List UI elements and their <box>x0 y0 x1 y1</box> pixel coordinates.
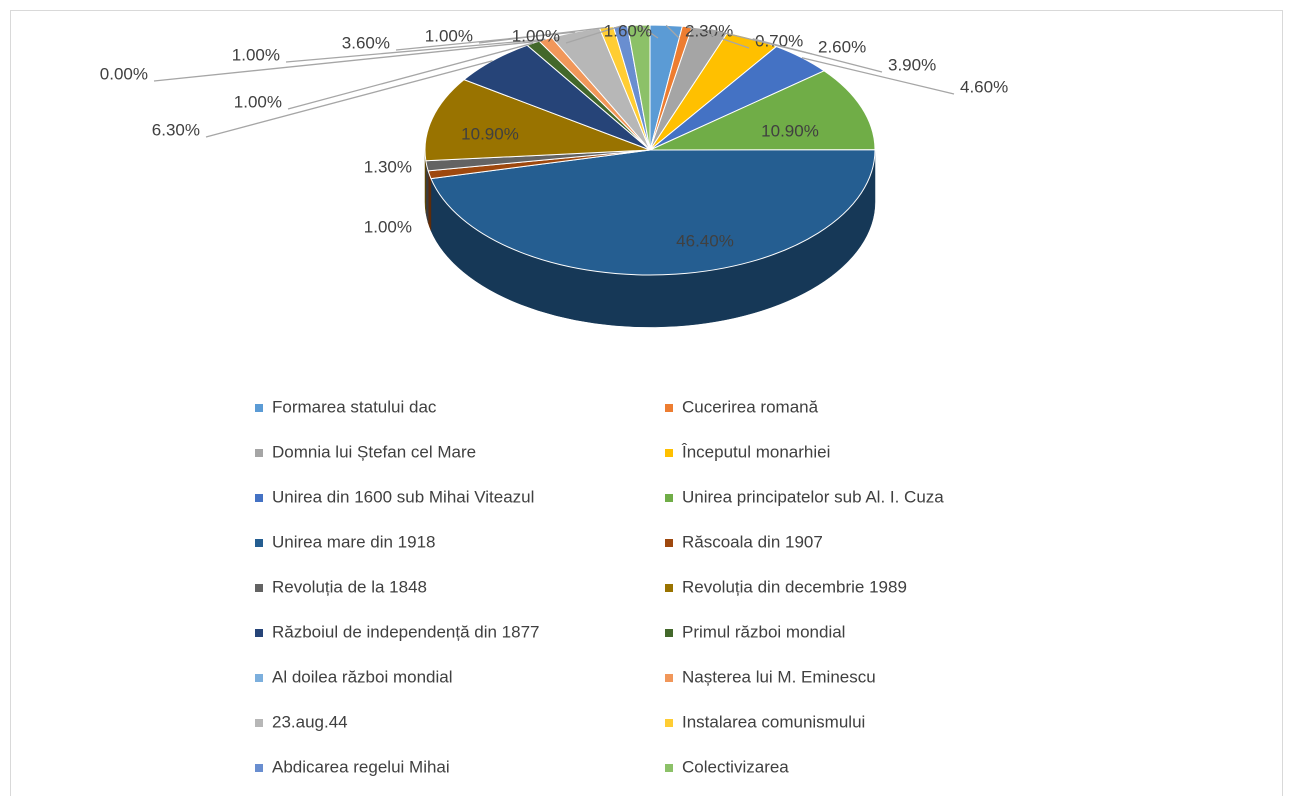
legend-label: Domnia lui Ștefan cel Mare <box>272 442 476 461</box>
data-label: 1.00% <box>364 217 412 236</box>
data-label: 1.00% <box>512 26 560 45</box>
data-label: 4.60% <box>960 77 1008 96</box>
data-label: 3.60% <box>342 33 390 52</box>
legend-label: Colectivizarea <box>682 757 789 776</box>
leader-line <box>665 24 680 39</box>
leader-line <box>565 25 621 44</box>
legend-label: Revoluția de la 1848 <box>272 577 427 596</box>
legend-swatch <box>665 764 673 772</box>
legend-label: Nașterea lui M. Eminescu <box>682 667 876 686</box>
legend-label: Unirea din 1600 sub Mihai Viteazul <box>272 487 534 506</box>
legend-swatch <box>255 494 263 502</box>
leader-line <box>687 26 750 49</box>
leader-line <box>638 24 659 39</box>
legend-swatch <box>255 449 263 457</box>
data-label: 10.90% <box>761 121 819 140</box>
leader-line <box>285 38 546 63</box>
legend-swatch <box>665 674 673 682</box>
leader-line <box>205 60 493 138</box>
legend-label: 23.aug.44 <box>272 712 348 731</box>
legend-swatch <box>665 584 673 592</box>
legend-swatch <box>255 674 263 682</box>
legend-swatch <box>255 404 263 412</box>
legend-label: Cucerirea romană <box>682 397 819 416</box>
legend-label: Unirea mare din 1918 <box>272 532 435 551</box>
legend-swatch <box>665 494 673 502</box>
legend-swatch <box>665 449 673 457</box>
data-label: 0.00% <box>100 64 148 83</box>
data-label: 1.60% <box>604 21 652 40</box>
data-label: 1.00% <box>232 45 280 64</box>
data-label: 10.90% <box>461 124 519 143</box>
legend-swatch <box>255 764 263 772</box>
legend-label: Răscoala din 1907 <box>682 532 823 551</box>
leader-line <box>801 57 955 95</box>
data-label: 2.30% <box>685 21 733 40</box>
data-label: 46.40% <box>676 231 734 250</box>
legend-label: Unirea principatelor sub Al. I. Cuza <box>682 487 944 506</box>
slice-side <box>427 170 432 231</box>
legend-label: Abdicarea regelui Mihai <box>272 757 450 776</box>
slice <box>430 149 876 276</box>
legend-label: Începutul monarhiei <box>681 442 830 461</box>
legend-swatch <box>665 404 673 412</box>
leader-line <box>153 40 540 82</box>
data-label: 3.90% <box>888 55 936 74</box>
legend-swatch <box>665 629 673 637</box>
legend-label: Formarea statului dac <box>272 397 437 416</box>
legend-label: Al doilea război mondial <box>272 667 453 686</box>
data-label: 2.60% <box>818 37 866 56</box>
slice <box>424 79 651 162</box>
data-label: 6.30% <box>152 120 200 139</box>
legend-swatch <box>665 539 673 547</box>
slice <box>649 70 876 151</box>
legend-label: Primul război mondial <box>682 622 845 641</box>
legend-swatch <box>665 719 673 727</box>
data-label: 1.00% <box>234 92 282 111</box>
legend-label: Războiul de independență din 1877 <box>272 622 540 641</box>
data-label: 1.30% <box>364 157 412 176</box>
legend-swatch <box>255 539 263 547</box>
legend-label: Revoluția din decembrie 1989 <box>682 577 907 596</box>
legend-swatch <box>255 719 263 727</box>
leader-line <box>752 38 883 73</box>
legend-swatch <box>255 584 263 592</box>
legend-label: Instalarea comunismului <box>682 712 865 731</box>
leader-line <box>478 26 607 44</box>
legend-swatch <box>255 629 263 637</box>
data-label: 1.00% <box>425 26 473 45</box>
slice <box>626 24 651 151</box>
leader-line <box>287 42 534 110</box>
data-label: 0.70% <box>755 31 803 50</box>
